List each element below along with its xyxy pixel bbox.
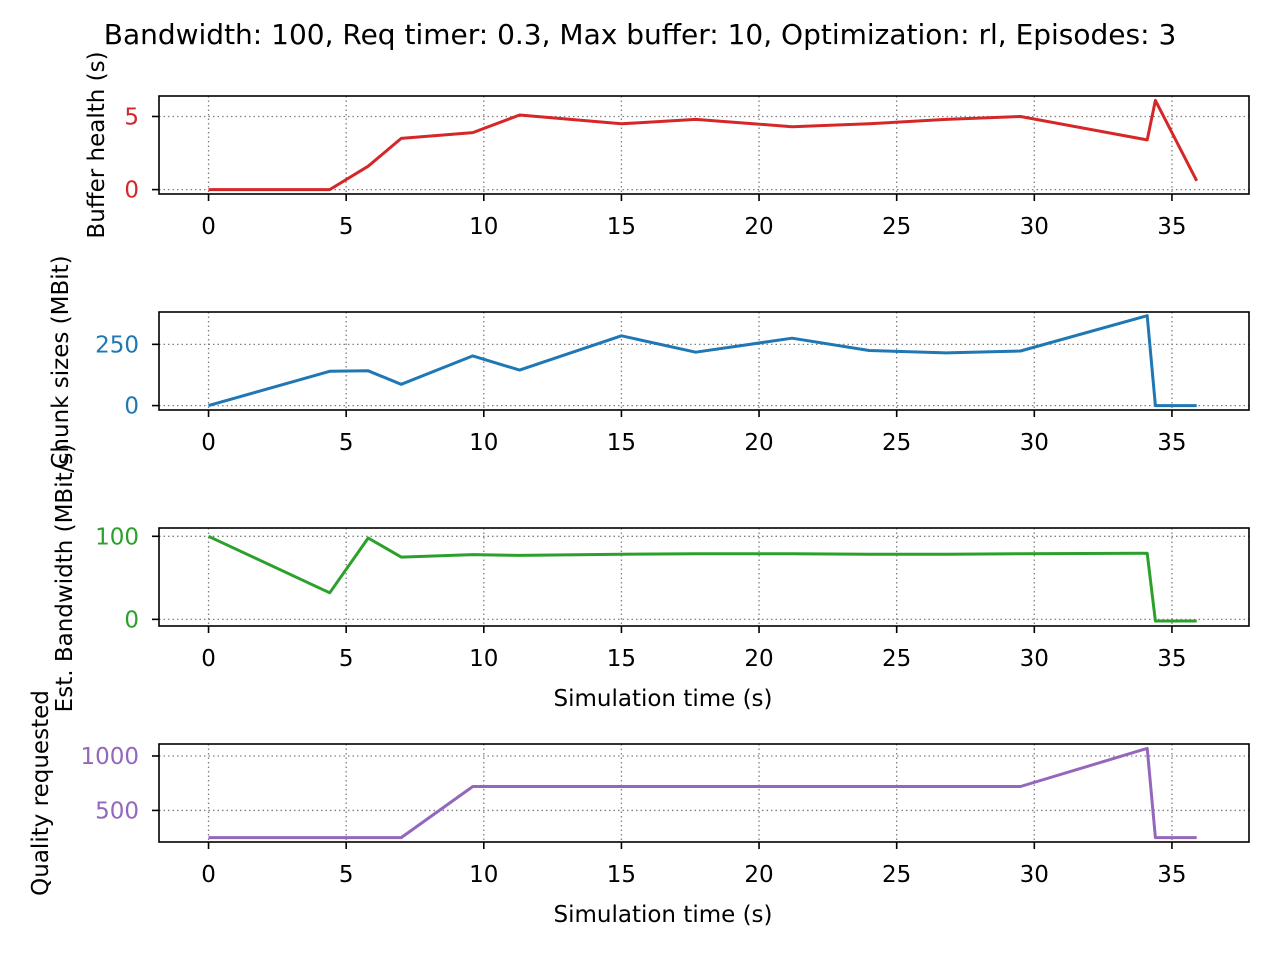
x-tick-label: 20 [744, 646, 773, 672]
y-tick-label: 1000 [80, 744, 139, 770]
x-tick-label: 5 [339, 214, 354, 240]
x-tick-label: 30 [1020, 430, 1049, 456]
y-axis-label: Quality requested [28, 690, 54, 896]
x-tick-label: 10 [469, 430, 498, 456]
x-tick-label: 20 [744, 862, 773, 888]
subplot-3: 0 5 10 15 20 25 30 35 0 100 Est. Bandwidth (MBit/s… [52, 444, 1250, 713]
y-axis-label: Buffer health (s) [84, 51, 110, 238]
subplot-2: 0 5 10 15 20 25 30 35 0 250 Chunk sizes (MBit) [48, 255, 1250, 469]
series-line [208, 98, 1199, 192]
x-axis-label: Simulation time (s) [553, 686, 772, 712]
y-tick-label: 100 [95, 524, 139, 550]
y-tick-label: 0 [124, 178, 139, 204]
x-tick-label: 30 [1020, 646, 1049, 672]
y-tick-label: 250 [95, 332, 139, 358]
x-tick-label: 35 [1157, 430, 1186, 456]
axes-frame [158, 743, 1250, 843]
axes-frame [158, 95, 1250, 195]
x-tick-label: 20 [744, 214, 773, 240]
subplot-4: 0 5 10 15 20 25 30 35 500 1000 Quality requested Si… [28, 690, 1250, 928]
y-axis-label: Est. Bandwidth (MBit/s) [52, 444, 78, 713]
x-tick-label: 15 [607, 862, 636, 888]
x-tick-label: 15 [607, 214, 636, 240]
figure-title: Bandwidth: 100, Req timer: 0.3, Max buff… [104, 18, 1177, 51]
axes-frame [158, 527, 1250, 627]
x-tick-label: 15 [607, 646, 636, 672]
x-tick-label: 35 [1157, 646, 1186, 672]
x-tick-label: 30 [1020, 862, 1049, 888]
x-tick-label: 35 [1157, 862, 1186, 888]
x-tick-label: 5 [339, 646, 354, 672]
x-tick-label: 0 [201, 646, 216, 672]
x-tick-label: 30 [1020, 214, 1049, 240]
x-tick-label: 10 [469, 214, 498, 240]
y-tick-label: 0 [124, 607, 139, 633]
subplot-1: 0 5 10 15 20 25 30 35 0 5 Buffer health (s) [84, 51, 1250, 240]
x-tick-label: 25 [882, 430, 911, 456]
x-tick-label: 0 [201, 430, 216, 456]
axes-frame [158, 311, 1250, 411]
x-tick-label: 20 [744, 430, 773, 456]
x-tick-label: 10 [469, 862, 498, 888]
x-tick-label: 25 [882, 862, 911, 888]
y-tick-label: 5 [124, 104, 139, 130]
series-line [207, 534, 1197, 623]
x-tick-label: 5 [339, 862, 354, 888]
y-tick-label: 0 [124, 394, 139, 420]
x-tick-label: 35 [1157, 214, 1186, 240]
x-tick-label: 10 [469, 646, 498, 672]
series-line [208, 746, 1197, 840]
series-line [208, 314, 1197, 408]
x-tick-label: 0 [201, 862, 216, 888]
x-tick-label: 15 [607, 430, 636, 456]
x-tick-label: 25 [882, 214, 911, 240]
x-tick-label: 25 [882, 646, 911, 672]
x-tick-label: 5 [339, 430, 354, 456]
y-tick-label: 500 [95, 798, 139, 824]
subplots: 0 5 10 15 20 25 30 35 0 5 Buffer health (s) 0 5 10 15 2… [28, 51, 1250, 928]
y-axis-label: Chunk sizes (MBit) [48, 255, 74, 468]
x-axis-label: Simulation time (s) [553, 902, 772, 928]
x-tick-label: 0 [201, 214, 216, 240]
